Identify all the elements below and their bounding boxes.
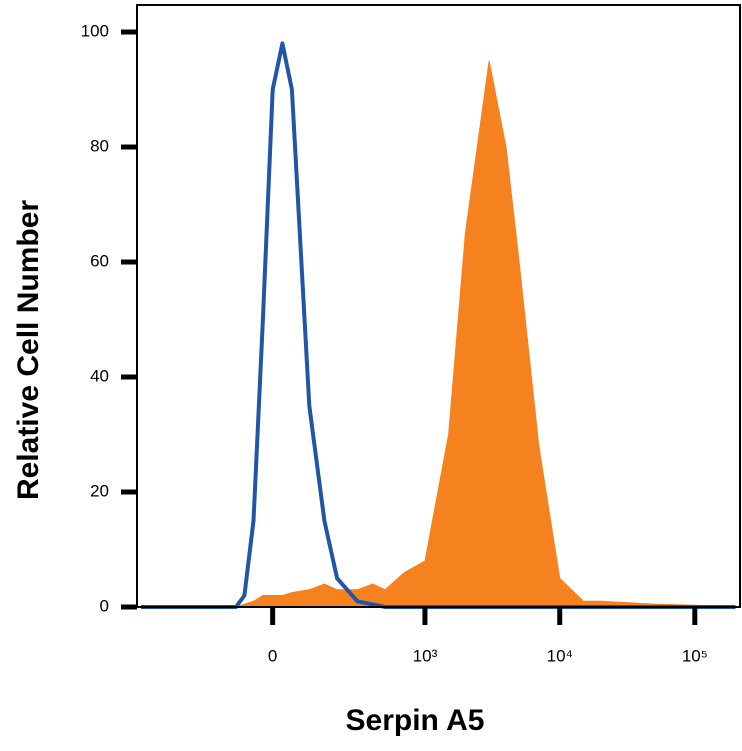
x-tick-label: 10⁴ [547, 646, 573, 665]
x-axis-title: Serpin A5 [346, 704, 485, 737]
histogram-line [141, 41, 736, 609]
y-tick-label: 20 [90, 481, 109, 500]
plot-frame [136, 4, 741, 608]
y-tick-label: 40 [90, 366, 109, 385]
y-tick-label: 60 [90, 251, 109, 270]
y-tick-label: 80 [90, 137, 109, 156]
y-axis-title: Relative Cell Number [12, 200, 45, 500]
x-tick-label: 10⁵ [682, 646, 708, 665]
x-tick-label: 0 [268, 646, 277, 665]
x-tick-label: 10³ [413, 646, 438, 665]
histogram-area [141, 60, 736, 608]
y-tick-label: 0 [100, 596, 109, 615]
y-tick-label: 100 [81, 22, 109, 41]
